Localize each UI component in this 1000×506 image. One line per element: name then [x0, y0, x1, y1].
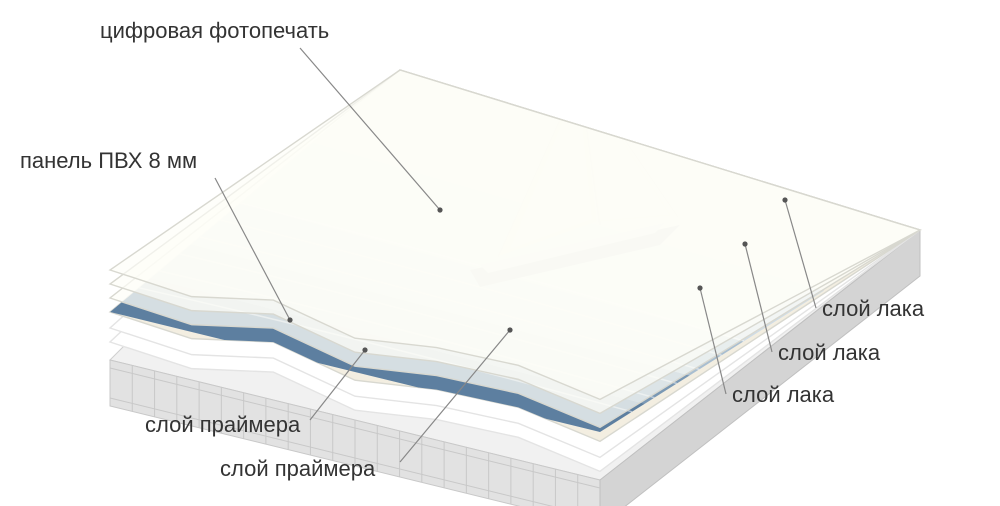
digitalPrint-label: цифровая фотопечать — [100, 18, 329, 43]
primer1-label: слой праймера — [145, 412, 301, 437]
primer2-label: слой праймера — [220, 456, 376, 481]
lacquer1-label: слой лака — [822, 296, 925, 321]
lacquer3-label: слой лака — [732, 382, 835, 407]
layer-diagram: цифровая фотопечать панель ПВХ 8 мм слой п… — [0, 0, 1000, 506]
lacquer2-label: слой лака — [778, 340, 881, 365]
pvcPanel-label: панель ПВХ 8 мм — [20, 148, 197, 173]
